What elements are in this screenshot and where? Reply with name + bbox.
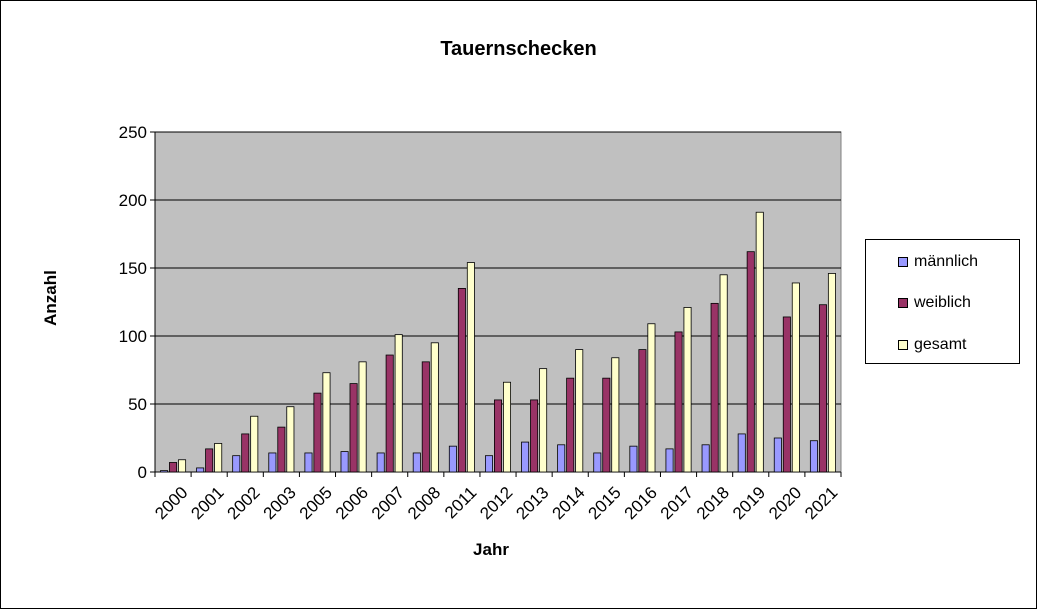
- bar-weiblich-2000: [169, 462, 178, 473]
- bar-mnnlich-2005: [304, 452, 313, 473]
- bar-mnnlich-2013: [521, 441, 530, 473]
- x-tick-label: 2005: [296, 483, 336, 523]
- bar-mnnlich-2014: [557, 444, 566, 473]
- x-tick-label: 2020: [765, 483, 805, 523]
- bar-mnnlich-2008: [412, 452, 421, 473]
- bar-weiblich-2012: [493, 399, 502, 473]
- x-tick-label: 2006: [332, 483, 372, 523]
- bar-weiblich-2002: [241, 433, 250, 473]
- x-tick-label: 2017: [657, 483, 697, 523]
- bar-weiblich-2020: [782, 316, 791, 473]
- bar-gesamt-2015: [611, 357, 620, 473]
- y-tick-label: 50: [128, 395, 147, 414]
- bar-weiblich-2013: [530, 399, 539, 473]
- bar-mnnlich-2003: [268, 452, 277, 473]
- legend-label-gesamt: gesamt: [914, 336, 967, 353]
- bar-gesamt-2014: [575, 349, 584, 473]
- bar-mnnlich-2012: [484, 455, 493, 473]
- x-tick-label: 2014: [548, 483, 588, 523]
- x-tick-label: 2007: [368, 483, 408, 523]
- x-axis-title: Jahr: [473, 540, 509, 559]
- bar-mnnlich-2006: [340, 451, 349, 473]
- y-tick-label: 200: [119, 191, 147, 210]
- bar-mnnlich-2018: [701, 444, 710, 473]
- bar-mnnlich-2015: [593, 452, 602, 473]
- legend-label-maennlich: männlich: [914, 253, 979, 270]
- y-axis-title: Anzahl: [41, 270, 60, 326]
- legend-swatch-weiblich: [898, 298, 908, 308]
- bar-gesamt-2013: [539, 368, 548, 473]
- bar-gesamt-2000: [178, 459, 187, 473]
- bar-gesamt-2021: [827, 273, 836, 473]
- y-tick-label: 250: [119, 123, 147, 142]
- bar-mnnlich-2000: [160, 470, 169, 473]
- bar-mnnlich-2016: [629, 445, 638, 473]
- bar-weiblich-2006: [349, 383, 358, 473]
- bar-weiblich-2007: [385, 354, 394, 473]
- x-tick-label: 2016: [621, 483, 661, 523]
- x-tick-label: 2015: [585, 483, 625, 523]
- bar-gesamt-2018: [719, 274, 728, 473]
- bar-mnnlich-2019: [737, 433, 746, 473]
- bar-gesamt-2020: [791, 282, 800, 473]
- x-tick-label: 2003: [260, 483, 300, 523]
- bar-mnnlich-2017: [665, 448, 674, 473]
- bar-gesamt-2005: [322, 372, 331, 473]
- x-tick-label: 2002: [224, 483, 264, 523]
- bar-gesamt-2001: [214, 443, 223, 473]
- bar-gesamt-2007: [394, 334, 403, 473]
- x-tick-label: 2019: [729, 483, 769, 523]
- x-tick-label: 2012: [476, 483, 516, 523]
- legend-swatch-gesamt: [898, 340, 908, 350]
- y-tick-label: 0: [138, 463, 147, 482]
- bar-gesamt-2012: [502, 381, 511, 473]
- bar-gesamt-2003: [286, 406, 295, 473]
- x-tick-label: 2018: [693, 483, 733, 523]
- chart-title: Tauernschecken: [440, 38, 597, 60]
- bar-mnnlich-2007: [376, 452, 385, 473]
- y-tick-label: 150: [119, 259, 147, 278]
- bar-weiblich-2016: [638, 349, 647, 473]
- bar-weiblich-2017: [674, 331, 683, 473]
- bar-mnnlich-2011: [448, 445, 457, 473]
- x-tick-label: 2000: [151, 483, 191, 523]
- bar-weiblich-2005: [313, 392, 322, 473]
- bar-weiblich-2015: [602, 377, 611, 473]
- bar-weiblich-2003: [277, 426, 286, 473]
- bar-weiblich-2019: [746, 251, 755, 473]
- x-tick-label: 2013: [512, 483, 552, 523]
- bar-mnnlich-2001: [196, 467, 205, 473]
- bar-gesamt-2017: [683, 307, 692, 473]
- bar-mnnlich-2021: [809, 440, 818, 473]
- bar-weiblich-2001: [205, 448, 214, 473]
- legend: männlich weiblich gesamt: [865, 239, 1020, 364]
- bar-weiblich-2008: [421, 361, 430, 473]
- bar-gesamt-2019: [755, 211, 764, 473]
- x-tick-label: 2008: [404, 483, 444, 523]
- bar-weiblich-2011: [457, 287, 466, 473]
- bar-gesamt-2016: [647, 323, 656, 473]
- legend-swatch-maennlich: [898, 257, 908, 267]
- bar-weiblich-2021: [818, 304, 827, 473]
- bar-gesamt-2011: [466, 262, 475, 473]
- bar-gesamt-2008: [430, 342, 439, 473]
- y-tick-label: 100: [119, 327, 147, 346]
- x-tick-label: 2001: [187, 483, 227, 523]
- bar-mnnlich-2020: [773, 437, 782, 473]
- bar-weiblich-2014: [566, 377, 575, 473]
- bar-gesamt-2002: [250, 415, 259, 473]
- x-tick-label: 2011: [441, 483, 480, 522]
- bar-weiblich-2018: [710, 302, 719, 473]
- bar-gesamt-2006: [358, 361, 367, 473]
- bar-mnnlich-2002: [232, 455, 241, 473]
- legend-label-weiblich: weiblich: [914, 294, 971, 311]
- x-tick-label: 2021: [801, 483, 841, 523]
